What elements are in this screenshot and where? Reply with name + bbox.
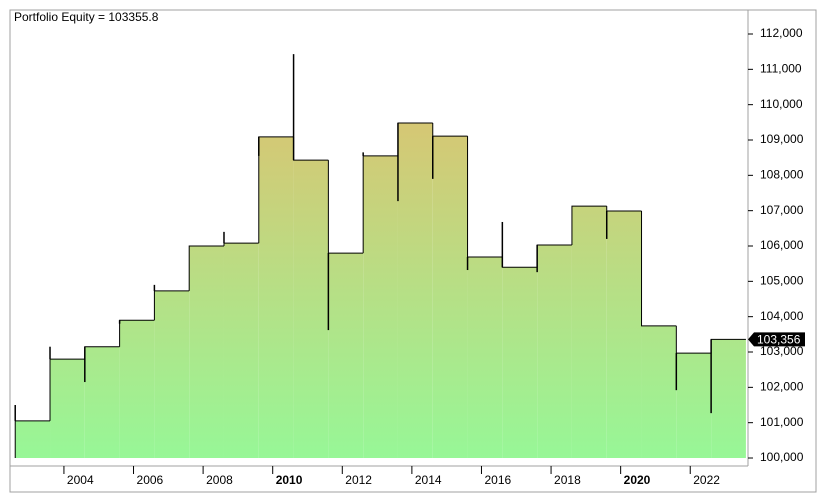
equity-area xyxy=(606,211,642,459)
equity-line xyxy=(571,205,607,245)
y-tick-label: 110,000 xyxy=(760,97,803,111)
y-tick-label: 100,000 xyxy=(760,450,804,464)
equity-area xyxy=(363,155,398,459)
y-tick-label: 104,000 xyxy=(760,309,804,323)
equity-area xyxy=(537,244,572,459)
last-value-label: 103,356 xyxy=(757,333,801,347)
equity-line xyxy=(641,211,677,327)
y-tick-label: 107,000 xyxy=(760,203,804,217)
chart-title: Portfolio Equity = 103355.8 xyxy=(14,10,159,24)
equity-area xyxy=(676,353,712,459)
equity-area xyxy=(154,290,190,459)
x-tick-label: 2014 xyxy=(415,473,442,487)
equity-area xyxy=(397,123,433,459)
equity-area xyxy=(328,253,364,459)
equity-area xyxy=(189,246,224,459)
equity-area xyxy=(258,136,294,459)
x-tick-label: 2012 xyxy=(345,473,372,487)
y-tick-label: 103,000 xyxy=(760,344,804,358)
equity-area xyxy=(84,346,120,459)
equity-area xyxy=(15,420,51,459)
equity-area xyxy=(711,339,746,459)
x-tick-label: 2006 xyxy=(137,473,164,487)
equity-line xyxy=(188,245,224,291)
y-tick-label: 102,000 xyxy=(760,380,804,394)
y-tick-label: 106,000 xyxy=(760,238,804,252)
y-tick-label: 108,000 xyxy=(760,168,804,182)
equity-area xyxy=(467,256,503,459)
equity-area xyxy=(223,243,259,459)
equity-area xyxy=(571,206,607,459)
equity-area xyxy=(432,136,468,459)
x-tick-label: 2022 xyxy=(693,473,720,487)
equity-area xyxy=(293,160,329,459)
equity-area xyxy=(641,325,677,459)
equity-area xyxy=(50,359,85,459)
y-tick-label: 105,000 xyxy=(760,274,804,288)
y-tick-label: 101,000 xyxy=(760,415,804,429)
x-tick-label: 2010 xyxy=(276,473,303,487)
x-tick-label: 2020 xyxy=(624,473,651,487)
equity-area xyxy=(502,267,538,459)
y-tick-label: 111,000 xyxy=(760,61,802,75)
x-tick-label: 2016 xyxy=(484,473,511,487)
x-tick-label: 2008 xyxy=(206,473,233,487)
y-tick-label: 112,000 xyxy=(760,26,803,40)
x-tick-label: 2018 xyxy=(554,473,581,487)
x-tick-label: 2004 xyxy=(67,473,94,487)
y-tick-label: 109,000 xyxy=(760,132,804,146)
last-value-box xyxy=(748,332,805,347)
plot-area xyxy=(14,54,746,459)
equity-area xyxy=(119,320,155,459)
